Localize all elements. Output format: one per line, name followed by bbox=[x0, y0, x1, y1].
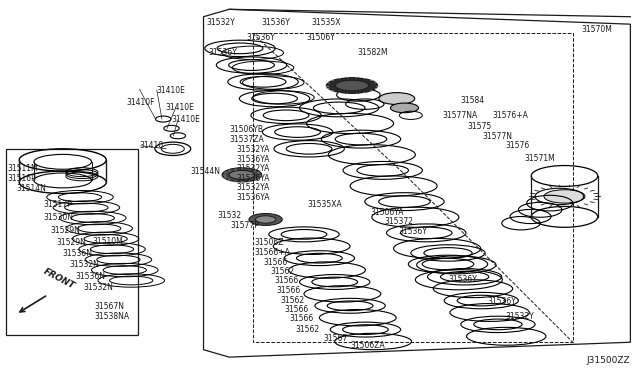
Text: 31562: 31562 bbox=[296, 325, 320, 334]
Ellipse shape bbox=[544, 190, 585, 203]
Text: 31517P: 31517P bbox=[44, 200, 72, 209]
Ellipse shape bbox=[222, 168, 262, 182]
Ellipse shape bbox=[335, 80, 369, 91]
Text: 31506ZA: 31506ZA bbox=[351, 341, 385, 350]
Text: 31506Z: 31506Z bbox=[255, 238, 284, 247]
Text: 31516P: 31516P bbox=[8, 174, 36, 183]
Ellipse shape bbox=[379, 93, 415, 105]
Text: 31506YB: 31506YB bbox=[229, 125, 263, 134]
Text: 31532YA: 31532YA bbox=[237, 183, 270, 192]
Text: 31566: 31566 bbox=[285, 305, 309, 314]
Text: J31500ZZ: J31500ZZ bbox=[587, 356, 630, 365]
Text: 31529N: 31529N bbox=[56, 238, 86, 247]
Text: 31410E: 31410E bbox=[165, 103, 194, 112]
Text: 31544N: 31544N bbox=[191, 167, 221, 176]
Text: 31582M: 31582M bbox=[357, 48, 388, 57]
Text: 31575: 31575 bbox=[467, 122, 492, 131]
Ellipse shape bbox=[390, 103, 419, 113]
Text: 31535X: 31535X bbox=[312, 18, 341, 27]
Text: 31536Y: 31536Y bbox=[261, 18, 290, 27]
Text: 31584: 31584 bbox=[461, 96, 485, 105]
Text: 31532Y: 31532Y bbox=[206, 18, 235, 27]
Text: 31536Y: 31536Y bbox=[246, 33, 275, 42]
Text: 31535XA: 31535XA bbox=[307, 200, 342, 209]
Text: 31566: 31566 bbox=[274, 276, 298, 285]
Text: FRONT: FRONT bbox=[42, 267, 76, 291]
Ellipse shape bbox=[326, 78, 378, 93]
Text: 31536YA: 31536YA bbox=[237, 155, 270, 164]
Text: 31410F: 31410F bbox=[126, 98, 155, 107]
Text: 31562: 31562 bbox=[280, 296, 305, 305]
Text: 31532Y: 31532Y bbox=[506, 312, 534, 321]
Ellipse shape bbox=[249, 214, 282, 225]
Text: 31532N: 31532N bbox=[69, 260, 99, 269]
Text: 31532: 31532 bbox=[218, 211, 242, 220]
Text: 31532YA: 31532YA bbox=[237, 145, 270, 154]
Text: 31538NA: 31538NA bbox=[95, 312, 130, 321]
Text: 31536N: 31536N bbox=[76, 272, 106, 280]
Text: 31511M: 31511M bbox=[8, 164, 38, 173]
Text: 31536N: 31536N bbox=[63, 249, 93, 258]
Ellipse shape bbox=[255, 216, 276, 223]
Text: 31536Y: 31536Y bbox=[488, 297, 516, 306]
Text: 31536Y: 31536Y bbox=[448, 275, 477, 284]
Text: 31566: 31566 bbox=[264, 258, 288, 267]
Text: 31410: 31410 bbox=[140, 141, 164, 150]
Text: 31577P: 31577P bbox=[230, 221, 259, 230]
Text: 31410E: 31410E bbox=[172, 115, 200, 124]
Text: 31537ZA: 31537ZA bbox=[229, 135, 264, 144]
Text: 31532N: 31532N bbox=[83, 283, 113, 292]
Text: 31536Y: 31536Y bbox=[208, 48, 237, 57]
Text: 31530N: 31530N bbox=[44, 213, 74, 222]
Text: 31410E: 31410E bbox=[157, 86, 186, 94]
Text: 31570M: 31570M bbox=[581, 25, 612, 34]
Text: 31566+A: 31566+A bbox=[255, 248, 291, 257]
Text: 31529N: 31529N bbox=[50, 226, 80, 235]
Ellipse shape bbox=[229, 170, 255, 179]
Text: 31577NA: 31577NA bbox=[443, 111, 478, 120]
Text: 31536YA: 31536YA bbox=[237, 174, 270, 183]
Text: 31514N: 31514N bbox=[16, 185, 46, 193]
Text: 315372: 315372 bbox=[384, 217, 413, 226]
Text: 31506Y: 31506Y bbox=[306, 33, 335, 42]
Text: 31567N: 31567N bbox=[95, 302, 125, 311]
Text: 31510M: 31510M bbox=[93, 237, 124, 246]
Text: 31567: 31567 bbox=[323, 334, 348, 343]
Text: 31566: 31566 bbox=[276, 286, 301, 295]
Text: 31562: 31562 bbox=[270, 267, 294, 276]
Text: 31536Y: 31536Y bbox=[398, 227, 427, 236]
Text: 31566: 31566 bbox=[289, 314, 314, 323]
Text: 31577N: 31577N bbox=[482, 132, 512, 141]
Text: 31532YA: 31532YA bbox=[237, 164, 270, 173]
Text: 31571M: 31571M bbox=[525, 154, 556, 163]
Text: 31576+A: 31576+A bbox=[493, 111, 529, 120]
Text: 31576: 31576 bbox=[506, 141, 530, 150]
Text: 31536YA: 31536YA bbox=[237, 193, 270, 202]
Text: 31506YA: 31506YA bbox=[370, 208, 403, 217]
